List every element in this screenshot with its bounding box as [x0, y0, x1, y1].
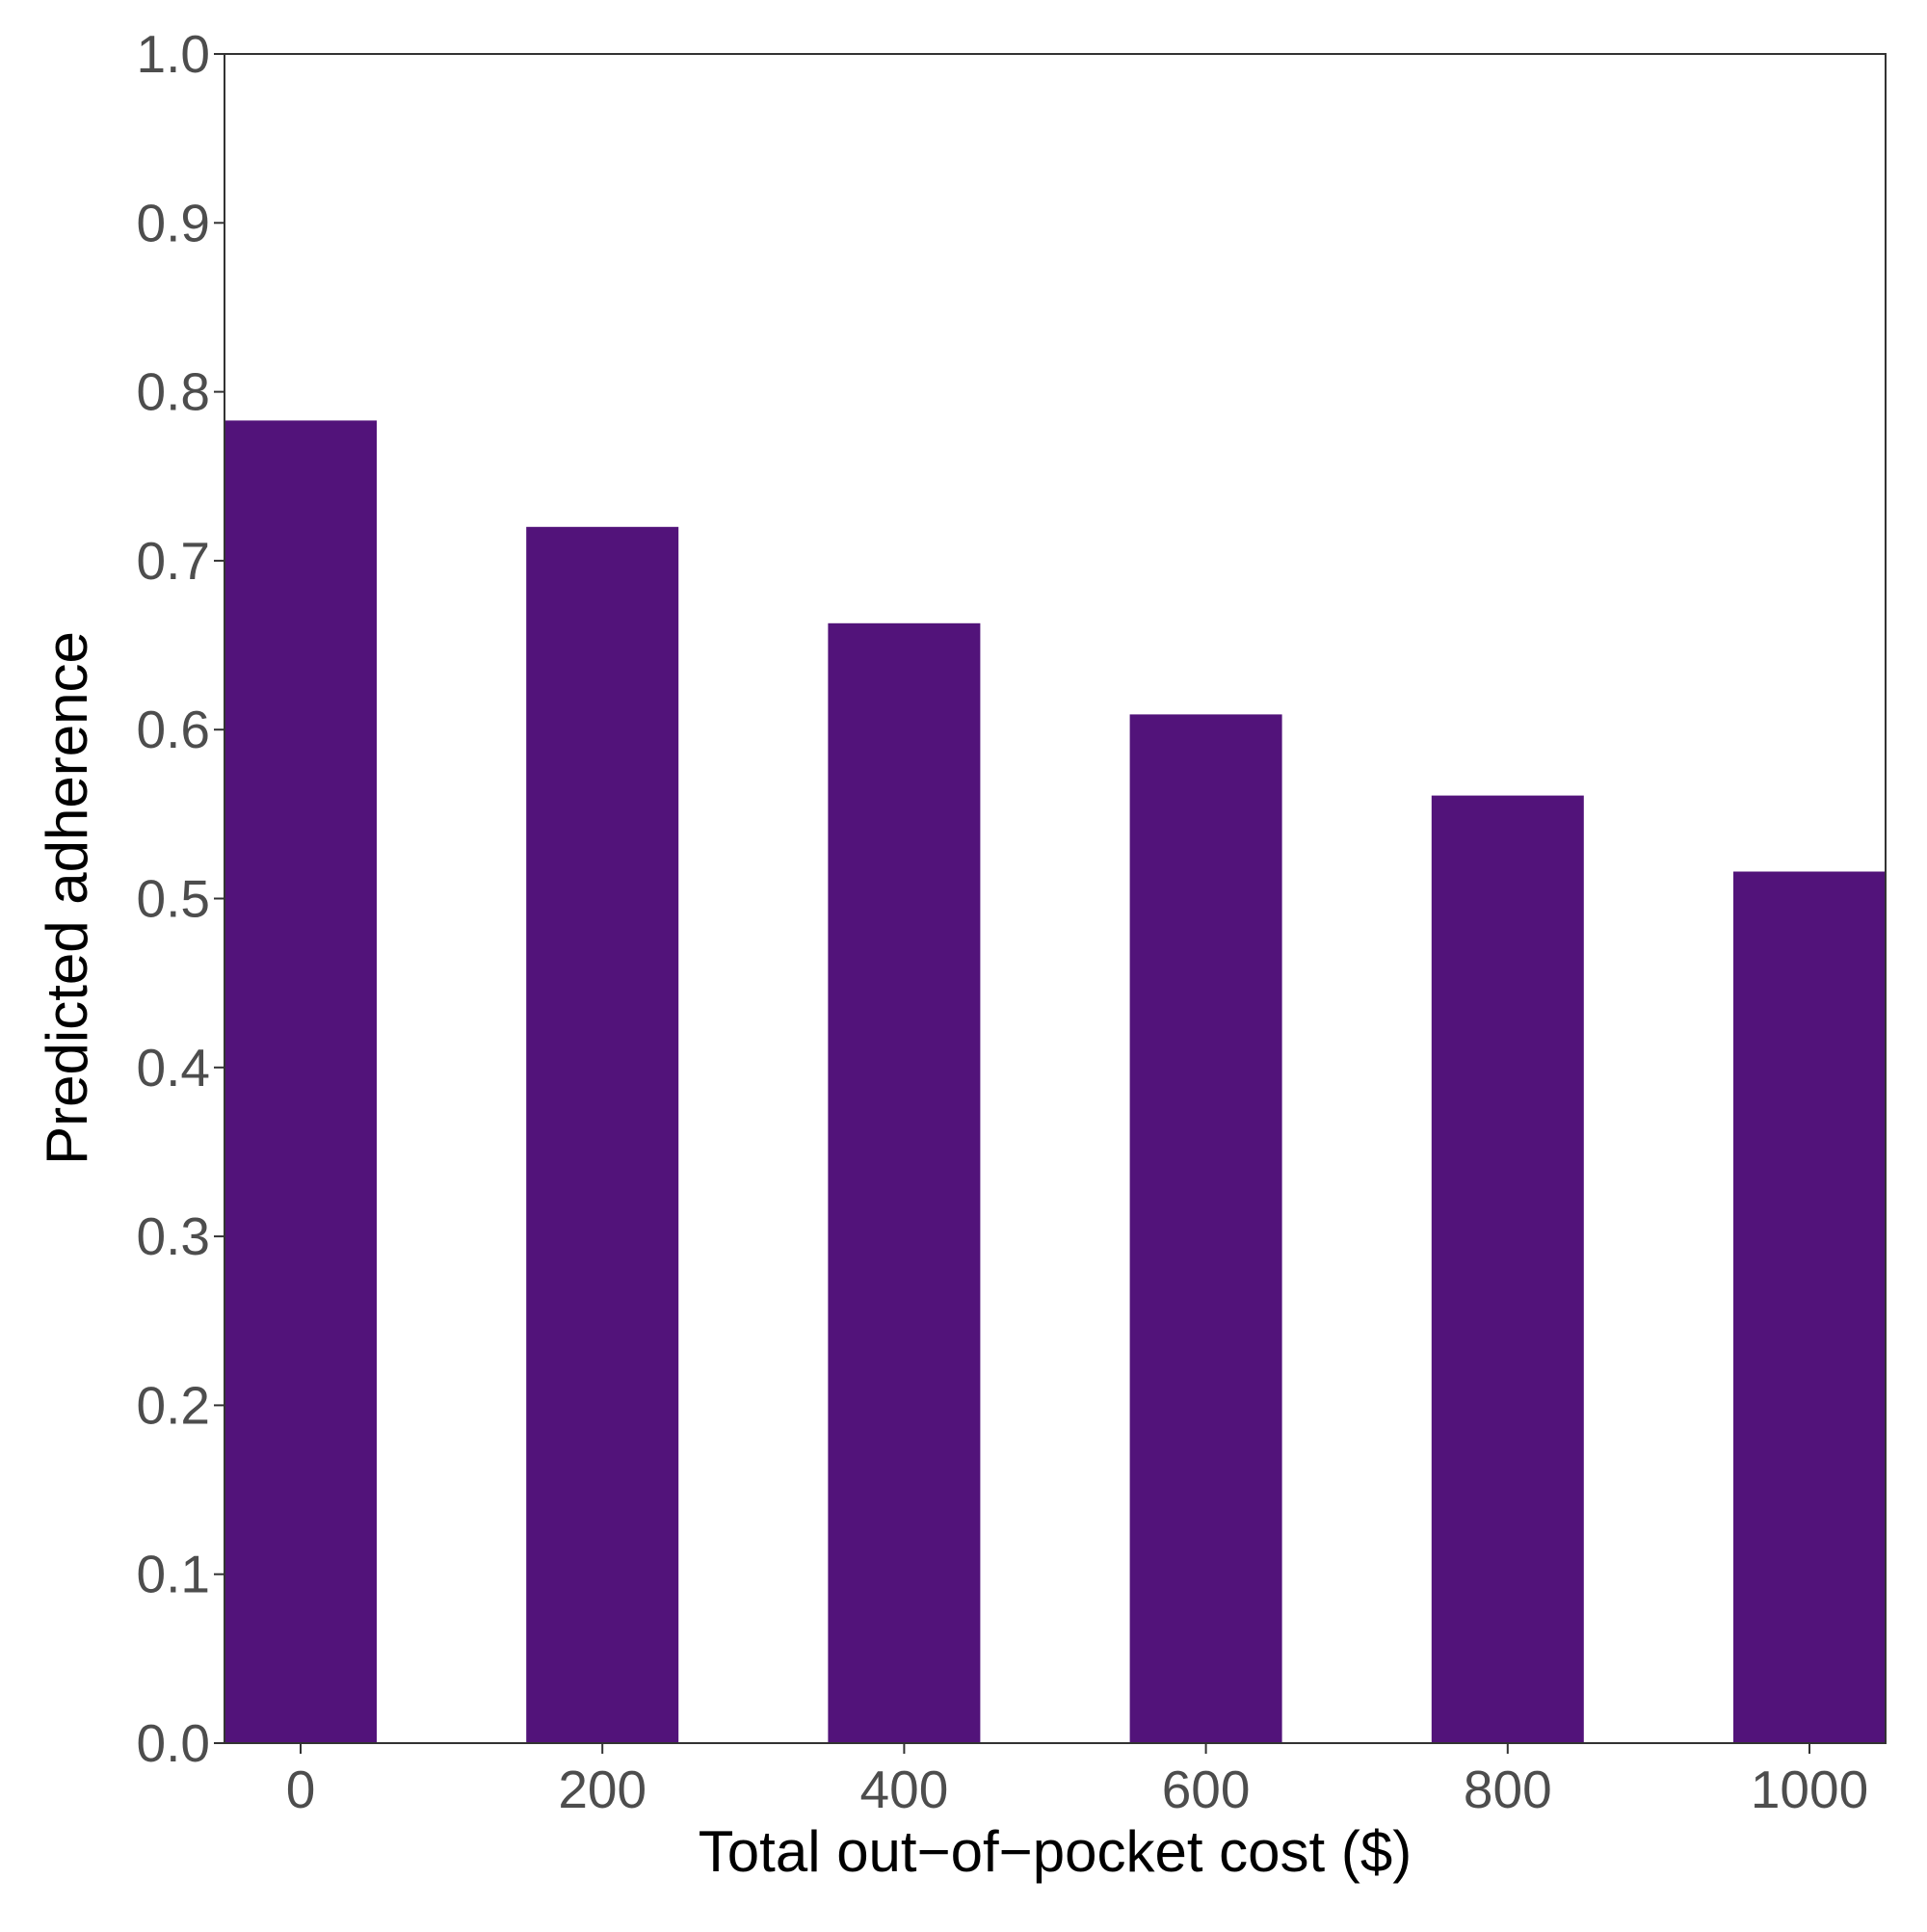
- bar-1000: [1733, 871, 1886, 1743]
- bar-0: [224, 420, 377, 1743]
- y-tick-label: 0.1: [137, 1545, 210, 1604]
- y-tick-label: 0.5: [137, 869, 210, 929]
- x-tick-label: 200: [558, 1760, 647, 1819]
- x-tick-label: 600: [1162, 1760, 1251, 1819]
- x-axis-label: Total out−of−pocket cost ($): [699, 1819, 1412, 1884]
- y-axis-label: Predicted adherence: [35, 631, 99, 1165]
- bar-600: [1129, 714, 1282, 1743]
- y-tick-label: 0.3: [137, 1206, 210, 1266]
- y-tick-label: 0.0: [137, 1713, 210, 1773]
- y-tick-label: 0.9: [137, 193, 210, 252]
- y-tick-label: 0.6: [137, 700, 210, 759]
- x-tick-label: 800: [1464, 1760, 1552, 1819]
- x-tick-label: 0: [286, 1760, 316, 1819]
- bar-800: [1431, 795, 1584, 1743]
- y-tick-label: 0.7: [137, 531, 210, 591]
- x-axis: 0 200 400 600 800 1000: [286, 1743, 1868, 1819]
- y-tick-label: 0.2: [137, 1375, 210, 1435]
- y-axis: 0.0 0.1 0.2 0.3 0.4 0.5 0.6 0.7 0.8 0.9 1.0: [137, 24, 224, 1773]
- x-tick-label: 400: [860, 1760, 949, 1819]
- y-tick-label: 1.0: [137, 24, 210, 84]
- bar-200: [526, 526, 679, 1743]
- bar-400: [828, 622, 981, 1743]
- x-tick-label: 1000: [1751, 1760, 1868, 1819]
- bars-layer: [224, 420, 1886, 1743]
- y-tick-label: 0.4: [137, 1038, 210, 1098]
- plot-panel-border: [224, 53, 1887, 1744]
- y-tick-label: 0.8: [137, 362, 210, 422]
